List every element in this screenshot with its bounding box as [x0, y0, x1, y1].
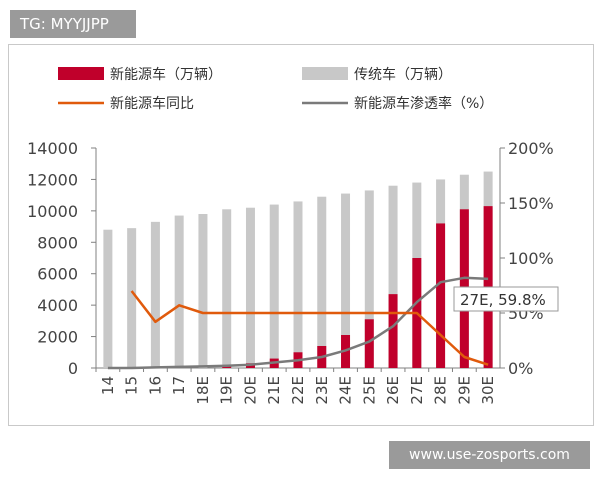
bar-trad: [317, 196, 327, 368]
legend-label-penetration: 新能源车渗透率（%）: [354, 95, 493, 112]
y-tick-label-right: 200%: [508, 139, 554, 158]
x-tick-label: 29E: [455, 376, 473, 405]
x-tick-label: 18E: [194, 376, 212, 405]
legend-item-yoy: 新能源车同比: [58, 95, 194, 112]
legend-label-yoy: 新能源车同比: [110, 95, 194, 112]
x-tick-label: 19E: [218, 376, 236, 405]
series-lines: [107, 276, 489, 370]
legend-item-trad: 传统车（万辆）: [302, 66, 452, 83]
annotation: 27E, 59.8%: [453, 286, 559, 312]
legend-label-ev: 新能源车（万辆）: [110, 66, 222, 83]
bar-trad: [174, 215, 184, 368]
y-tick-label-left: 14000: [27, 139, 78, 158]
y-tick-label-left: 6000: [37, 265, 78, 284]
y-tick-label-left: 2000: [37, 328, 78, 347]
x-tick-label: 22E: [289, 376, 307, 405]
legend-label-trad: 传统车（万辆）: [354, 66, 452, 83]
line-penetration: [107, 276, 489, 370]
y-tick-label-right: 100%: [508, 249, 554, 268]
y-tick-label-left: 4000: [37, 296, 78, 315]
bar-trad: [341, 193, 351, 368]
legend-swatch-trad: [302, 67, 348, 80]
bar-trad: [293, 201, 303, 368]
x-tick-label: 20E: [241, 376, 259, 405]
x-tick-label: 15: [123, 376, 141, 395]
x-tick-label: 14: [99, 376, 117, 395]
x-tick-label: 24E: [337, 376, 355, 405]
legend-swatch-ev: [58, 67, 104, 80]
watermark: www.use-zosports.com: [389, 441, 590, 469]
x-tick-label: 25E: [360, 376, 378, 405]
y-axis-right: 0%50%100%150%200%: [500, 139, 554, 378]
series-ev-bars: [222, 206, 493, 368]
bar-trad: [150, 221, 160, 368]
x-tick-label: 28E: [432, 376, 450, 405]
bar-ev: [364, 319, 374, 368]
x-axis: 14 15 16 17 18E 19E 20E 21E 22E 23E 24E 25E 26E 27E 28…: [95, 368, 497, 405]
y-axis-left: 0 2000 4000 6000 8000 10000 12000 14000: [27, 139, 96, 378]
bar-trad: [103, 229, 113, 368]
bar-ev: [222, 366, 232, 368]
bar-trad: [127, 228, 137, 368]
y-tick-label-right: 0%: [508, 359, 533, 378]
legend-item-ev: 新能源车（万辆）: [58, 66, 222, 83]
x-tick-label: 30E: [479, 376, 497, 405]
y-tick-label-right: 150%: [508, 194, 554, 213]
bar-ev: [436, 223, 446, 368]
series-trad-bars: [103, 171, 493, 368]
annotation-box: [453, 286, 559, 312]
x-tick-label: 17: [170, 376, 188, 395]
legend-item-penetration: 新能源车渗透率（%）: [302, 95, 493, 112]
y-tick-label-left: 8000: [37, 233, 78, 252]
y-tick-label-left: 12000: [27, 170, 78, 189]
line-yoy: [130, 290, 489, 366]
x-tick-label: 21E: [265, 376, 283, 405]
legend: 新能源车（万辆） 传统车（万辆） 新能源车同比 新能源车渗透率（%）: [58, 66, 493, 112]
source-tag: TG: MYYJJPP: [10, 10, 136, 38]
bar-trad: [364, 190, 374, 368]
x-tick-label: 27E: [408, 376, 426, 405]
x-tick-label: 26E: [384, 376, 402, 405]
bar-ev: [388, 294, 398, 368]
bar-trad: [388, 185, 398, 368]
y-tick-label-left: 10000: [27, 202, 78, 221]
annotation-label: 27E, 59.8%: [460, 291, 546, 309]
bar-trad: [269, 204, 279, 368]
y-tick-label-left: 0: [68, 359, 78, 378]
x-tick-label: 23E: [313, 376, 331, 405]
bar-trad: [245, 207, 255, 368]
x-tick-label: 16: [146, 376, 164, 395]
bar-trad: [222, 209, 232, 368]
bar-trad: [198, 214, 208, 368]
